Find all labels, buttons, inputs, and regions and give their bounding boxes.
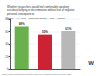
svg-text:out about bullying or discrimi: out about bullying or discrimination wit… — [7, 9, 75, 13]
svg-text:55%: 55% — [42, 30, 48, 34]
svg-text:20: 20 — [5, 55, 9, 59]
svg-text:0: 0 — [7, 67, 9, 71]
svg-text:68%: 68% — [19, 22, 25, 26]
svg-text:61%: 61% — [65, 26, 71, 30]
svg-text:60: 60 — [5, 30, 9, 34]
svg-text:40: 40 — [5, 42, 9, 46]
svg-text:personal consequences: personal consequences — [7, 12, 35, 16]
svg-text:Green = All | Red = underrep: Green = All | Red = underrepresented | G… — [7, 17, 66, 20]
svg-text:Whether researchers would feel: Whether researchers would feel comfortab… — [7, 6, 69, 10]
svg-text:Source: Walden University/Surv: Source: Walden University/Surveymonkey o… — [2, 73, 71, 75]
svg-text:W: W — [88, 60, 94, 66]
